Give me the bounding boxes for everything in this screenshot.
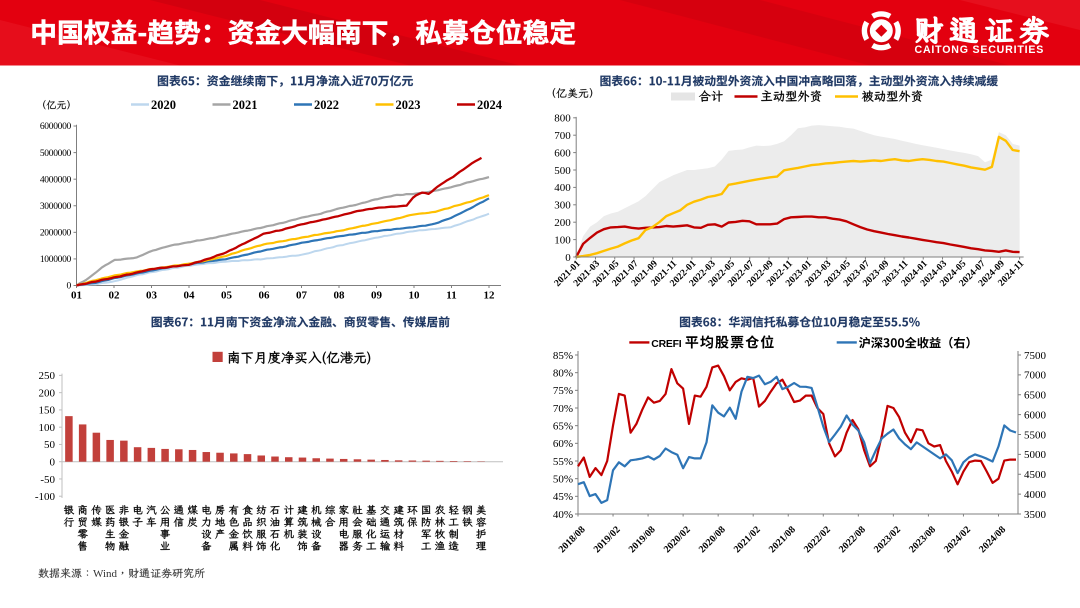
svg-text:5000000: 5000000 xyxy=(40,149,72,159)
svg-text:6000: 6000 xyxy=(1024,409,1047,421)
svg-text:07: 07 xyxy=(296,290,308,302)
svg-text:6000000: 6000000 xyxy=(40,122,72,132)
svg-text:2022: 2022 xyxy=(314,98,339,112)
svg-text:03: 03 xyxy=(146,290,158,302)
svg-text:2022/02: 2022/02 xyxy=(802,524,833,555)
svg-text:700: 700 xyxy=(554,130,571,142)
svg-text:400: 400 xyxy=(554,182,571,194)
svg-text:02: 02 xyxy=(109,290,121,302)
svg-text:60%: 60% xyxy=(553,438,573,450)
svg-text:-100: -100 xyxy=(35,491,56,503)
svg-text:5500: 5500 xyxy=(1024,429,1047,441)
svg-text:50%: 50% xyxy=(553,473,573,485)
svg-text:12: 12 xyxy=(484,290,496,302)
svg-text:2021: 2021 xyxy=(233,98,258,112)
svg-text:600: 600 xyxy=(554,147,571,159)
svg-text:75%: 75% xyxy=(553,385,573,397)
svg-text:85%: 85% xyxy=(553,350,573,362)
svg-text:01: 01 xyxy=(71,290,82,302)
svg-text:4500: 4500 xyxy=(1024,469,1047,481)
svg-text:2022/08: 2022/08 xyxy=(837,524,868,555)
svg-text:6500: 6500 xyxy=(1024,390,1047,402)
svg-text:4000: 4000 xyxy=(1024,489,1047,501)
svg-text:04: 04 xyxy=(184,290,196,302)
svg-text:2020: 2020 xyxy=(151,98,176,112)
svg-text:2024: 2024 xyxy=(477,98,503,112)
svg-text:0: 0 xyxy=(67,282,72,292)
svg-text:500: 500 xyxy=(554,165,571,177)
svg-text:250: 250 xyxy=(39,370,56,382)
svg-text:CAITONG SECURITIES: CAITONG SECURITIES xyxy=(915,44,1045,56)
svg-text:CREFI: CREFI xyxy=(651,339,681,350)
svg-text:100: 100 xyxy=(39,422,56,434)
svg-text:06: 06 xyxy=(259,290,271,302)
svg-text:7000: 7000 xyxy=(1024,370,1047,382)
svg-text:7500: 7500 xyxy=(1024,350,1047,362)
svg-text:10: 10 xyxy=(409,290,421,302)
svg-text:0: 0 xyxy=(565,252,571,264)
svg-text:100: 100 xyxy=(554,234,571,246)
svg-text:-50: -50 xyxy=(40,474,55,486)
svg-text:55%: 55% xyxy=(553,456,573,468)
svg-text:200: 200 xyxy=(554,217,571,229)
svg-text:3000000: 3000000 xyxy=(40,202,72,212)
svg-text:2021/02: 2021/02 xyxy=(732,524,763,555)
svg-text:50: 50 xyxy=(44,439,56,451)
svg-text:65%: 65% xyxy=(553,420,573,432)
svg-text:300: 300 xyxy=(554,200,571,212)
svg-text:4000000: 4000000 xyxy=(40,175,72,185)
svg-text:80%: 80% xyxy=(553,367,573,379)
svg-text:05: 05 xyxy=(221,290,233,302)
svg-text:2019/02: 2019/02 xyxy=(592,524,623,555)
svg-text:2019/08: 2019/08 xyxy=(627,524,658,555)
svg-text:200: 200 xyxy=(39,387,56,399)
svg-text:2024/02: 2024/02 xyxy=(942,524,973,555)
svg-text:2020/08: 2020/08 xyxy=(697,524,728,555)
svg-text:09: 09 xyxy=(371,290,383,302)
svg-text:0: 0 xyxy=(50,457,56,469)
svg-text:3500: 3500 xyxy=(1024,509,1047,521)
svg-text:2000000: 2000000 xyxy=(40,229,72,239)
svg-text:70%: 70% xyxy=(553,403,573,415)
svg-text:2021/08: 2021/08 xyxy=(767,524,798,555)
svg-text:2023/08: 2023/08 xyxy=(907,524,938,555)
svg-text:2020/02: 2020/02 xyxy=(662,524,693,555)
svg-text:2023: 2023 xyxy=(396,98,421,112)
svg-text:1000000: 1000000 xyxy=(40,255,72,265)
svg-text:Wind: Wind xyxy=(93,568,117,580)
svg-text:2024/08: 2024/08 xyxy=(977,524,1008,555)
svg-text:45%: 45% xyxy=(553,491,573,503)
svg-text:5000: 5000 xyxy=(1024,449,1047,461)
svg-text:11: 11 xyxy=(446,290,456,302)
svg-text:2023/02: 2023/02 xyxy=(872,524,903,555)
svg-text:800: 800 xyxy=(554,113,571,125)
svg-text:08: 08 xyxy=(334,290,346,302)
svg-text:40%: 40% xyxy=(553,509,573,521)
svg-text:2018/08: 2018/08 xyxy=(557,524,588,555)
svg-text:150: 150 xyxy=(39,405,56,417)
